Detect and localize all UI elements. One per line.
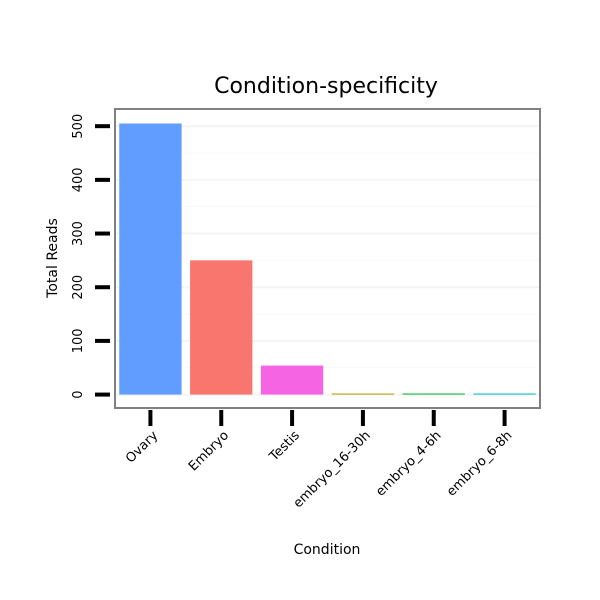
gridlines: [116, 125, 539, 396]
y-tick-label: 200: [71, 275, 86, 300]
x-tick-label: embryo_16-30h: [291, 428, 374, 511]
y-tick-label: 300: [71, 221, 86, 246]
x-tick-label: embryo_4-6h: [373, 428, 444, 499]
x-tick-label: Embryo: [186, 428, 232, 474]
x-tick-label: Ovary: [123, 428, 161, 466]
bar-Embryo: [190, 260, 253, 395]
y-tick-label: 400: [71, 167, 86, 192]
x-tick-label: Testis: [266, 428, 303, 465]
bar-embryo_6-8h: [473, 393, 536, 395]
x-tick-label: embryo_6-8h: [444, 428, 515, 499]
plot-panel: [114, 108, 541, 409]
y-axis-label: Total Reads: [45, 218, 61, 299]
bar-embryo_16-30h: [331, 393, 395, 395]
bar-embryo_4-6h: [402, 393, 465, 395]
y-tick-label: 100: [71, 328, 86, 353]
y-axis: 0 100 200 300 400 500: [71, 114, 110, 399]
y-tick-label: 500: [71, 114, 86, 139]
y-tick-label: 0: [71, 390, 86, 398]
x-axis-label: Condition: [294, 542, 361, 558]
chart-title: Condition-specificity: [214, 74, 438, 99]
bar-Testis: [260, 365, 324, 395]
bars: [119, 123, 536, 395]
bar-Ovary: [119, 123, 182, 395]
